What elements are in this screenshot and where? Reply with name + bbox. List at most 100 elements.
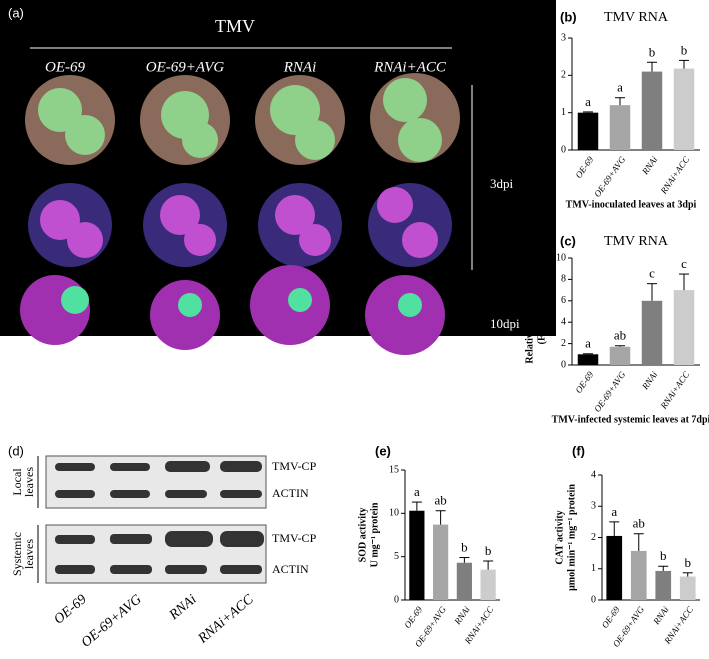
band-label: TMV-CP [272, 459, 317, 473]
y-tick-label: 2 [561, 70, 566, 81]
significance-letter: ab [434, 493, 446, 508]
lane-label: OE-69 [51, 592, 89, 627]
bar [456, 562, 472, 600]
x-tick-label: RNAi [452, 604, 472, 627]
column-label: RNAi+ACC [373, 59, 447, 75]
lane-label: OE-69+AVG [79, 592, 145, 651]
panel-label: (c) [560, 233, 576, 248]
y-tick-label: 0 [591, 594, 596, 605]
pots [20, 73, 460, 355]
significance-letter: b [461, 540, 468, 555]
y-tick-label: 2 [591, 532, 596, 543]
band-label: TMV-CP [272, 531, 317, 545]
y-tick-label: 8 [561, 274, 566, 285]
panel-label: (e) [375, 443, 391, 458]
x-tick-label: RNAi [639, 369, 659, 392]
blots [37, 455, 267, 584]
x-tick-label: RNAi+ACC [658, 369, 692, 412]
y-tick-label: 1 [591, 563, 596, 574]
x-axis-label: TMV-infected systemic leaves at 7dpi [552, 414, 709, 425]
group-label: leaves [22, 467, 36, 497]
x-tick-label: RNAi [639, 154, 659, 177]
y-axis-label: (Fold: 2−ΔΔCt) [536, 279, 547, 345]
significance-letter: a [617, 80, 623, 95]
bar [609, 105, 631, 150]
column-label: OE-69 [45, 59, 85, 75]
bar [679, 576, 696, 600]
panel-label: (b) [560, 9, 577, 24]
y-tick-label: 0 [561, 144, 566, 155]
y-tick-label: 5 [394, 551, 399, 562]
y-tick-label: 0 [561, 359, 566, 370]
y-tick-label: 3 [561, 32, 566, 43]
x-tick-label: OE-69+AVG [592, 154, 628, 199]
significance-letter: b [681, 42, 688, 57]
x-tick-label: OE-69+AVG [592, 369, 628, 414]
y-tick-label: 1 [561, 107, 566, 118]
y-axis-label: SOD activity [357, 508, 368, 563]
panel-label: (d) [8, 443, 24, 458]
y-axis-label: Relative expression level [524, 42, 535, 146]
y-tick-label: 6 [561, 295, 566, 306]
significance-letter: a [611, 504, 617, 519]
y-tick-label: 0 [394, 594, 399, 605]
x-tick-label: OE-69 [573, 154, 595, 180]
bar [577, 112, 599, 150]
group-label: leaves [22, 539, 36, 569]
column-label: RNAi [283, 59, 317, 75]
chart-title: TMV RNA [604, 234, 669, 249]
panel-title: TMV [215, 16, 255, 36]
y-axis-label: U mg⁻¹ protein [369, 502, 380, 567]
y-tick-label: 3 [591, 501, 596, 512]
bar [630, 550, 647, 600]
bar [655, 570, 672, 600]
y-tick-label: 10 [556, 252, 566, 263]
significance-letter: b [649, 44, 656, 59]
group-label: Systemic [10, 532, 24, 576]
row-label: 10dpi [490, 316, 520, 331]
significance-letter: b [685, 555, 692, 570]
x-tick-label: RNAi [651, 604, 671, 627]
bar [673, 290, 695, 365]
x-tick-label: RNAi+ACC [658, 154, 692, 197]
significance-letter: a [585, 336, 591, 351]
group-label: Local [10, 468, 24, 496]
significance-letter: b [660, 548, 667, 563]
bar [577, 354, 599, 365]
y-tick-label: 15 [389, 464, 399, 475]
bar [609, 346, 631, 365]
x-tick-label: OE-69 [402, 604, 424, 630]
x-tick-label: OE-69 [600, 604, 622, 630]
significance-letter: c [681, 256, 687, 271]
significance-letter: b [485, 543, 492, 558]
bar [409, 510, 425, 600]
y-axis-label: μmol min⁻¹ mg⁻¹ protein [566, 484, 577, 591]
bar [606, 535, 623, 600]
y-axis-label: (Fold: 2−ΔΔCt) [536, 61, 547, 127]
lane-label: RNAi+ACC [195, 592, 257, 648]
significance-letter: c [649, 266, 655, 281]
bar [480, 569, 496, 600]
bar [433, 524, 449, 600]
panel-label: (f) [572, 443, 585, 458]
y-tick-label: 2 [561, 338, 566, 349]
significance-letter: a [585, 94, 591, 109]
significance-letter: ab [614, 328, 626, 343]
column-label: OE-69+AVG [146, 59, 225, 75]
x-axis-label: TMV-inoculated leaves at 3dpi [566, 199, 697, 210]
y-axis-label: CAT activity [554, 510, 565, 564]
chart-title: TMV RNA [604, 10, 669, 25]
lane-label: RNAi [166, 592, 200, 624]
panel-label: (a) [8, 5, 24, 20]
y-tick-label: 4 [561, 316, 566, 327]
band-label: ACTIN [272, 562, 309, 576]
bar [641, 71, 663, 150]
y-tick-label: 10 [389, 508, 399, 519]
bar [641, 300, 663, 365]
row-label: 3dpi [490, 176, 514, 191]
x-tick-label: OE-69 [573, 369, 595, 395]
band-label: ACTIN [272, 486, 309, 500]
y-axis-label: Relative expression level [524, 259, 535, 363]
bar [673, 68, 695, 150]
